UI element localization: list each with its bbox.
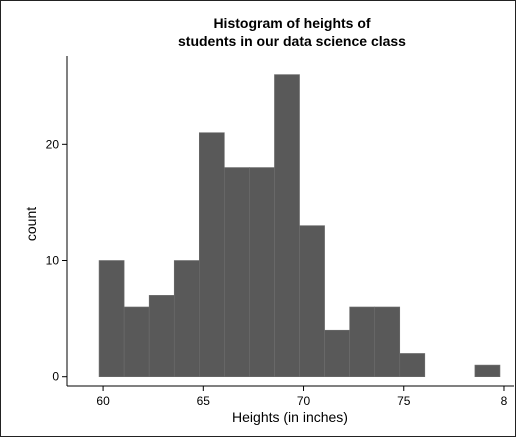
chart-title-line-1: Histogram of heights of bbox=[213, 15, 370, 31]
histogram-bar bbox=[123, 306, 150, 378]
x-axis-title: Heights (in inches) bbox=[232, 409, 348, 425]
histogram-bar bbox=[349, 306, 375, 378]
x-tick-label: 65 bbox=[197, 394, 211, 408]
histogram-bar bbox=[474, 364, 501, 378]
x-tick-label: 70 bbox=[297, 394, 311, 408]
histogram-bar bbox=[249, 167, 275, 378]
histogram-bar bbox=[399, 353, 426, 378]
chart-title-line-2: students in our data science class bbox=[178, 33, 406, 49]
y-axis-title: count bbox=[23, 207, 39, 241]
histogram-bar bbox=[198, 132, 225, 378]
histogram-bar bbox=[173, 260, 200, 378]
histogram-bar bbox=[224, 167, 250, 378]
x-tick-label: 8 bbox=[501, 394, 508, 408]
y-ticks-group: 0 10 20 bbox=[46, 137, 67, 384]
y-tick-label: 0 bbox=[52, 370, 59, 384]
x-ticks-group: 60 65 70 75 8 bbox=[96, 386, 508, 408]
histogram-bar bbox=[98, 260, 125, 378]
y-tick-label: 20 bbox=[46, 137, 60, 151]
histogram-bar bbox=[299, 225, 325, 378]
histogram-bar bbox=[148, 295, 175, 378]
y-tick-label: 10 bbox=[46, 254, 60, 268]
histogram-bar bbox=[274, 74, 300, 378]
bars-group bbox=[98, 74, 501, 378]
histogram-bar bbox=[324, 329, 350, 378]
x-tick-label: 60 bbox=[96, 394, 110, 408]
histogram-bar bbox=[374, 306, 401, 378]
x-tick-label: 75 bbox=[397, 394, 411, 408]
